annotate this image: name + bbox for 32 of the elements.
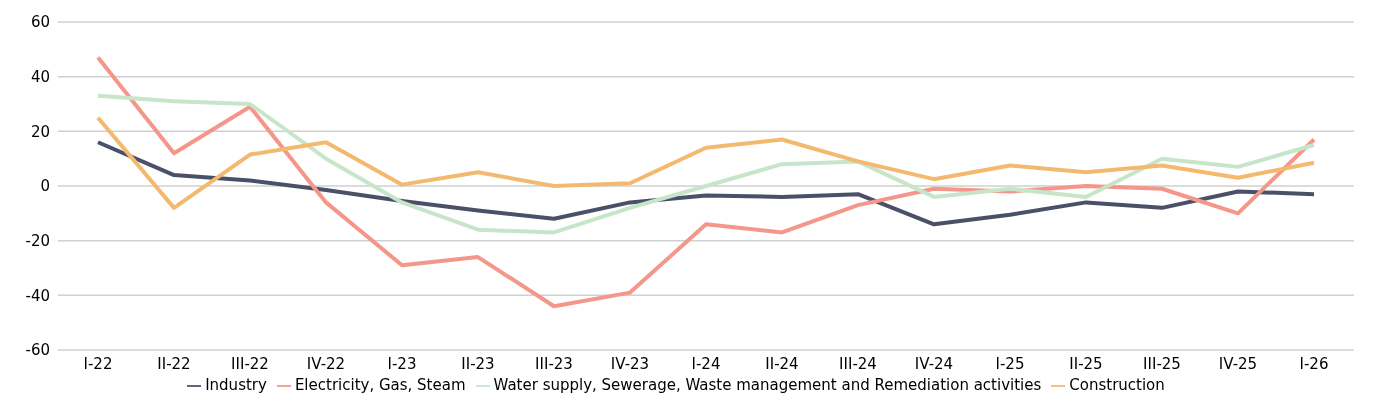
legend-label: Electricity, Gas, Steam bbox=[294, 376, 466, 394]
x-tick-label: III-23 bbox=[535, 354, 573, 373]
x-tick-label: IV-24 bbox=[914, 354, 954, 373]
x-tick-label: III-25 bbox=[1143, 354, 1181, 373]
y-tick-label: -60 bbox=[25, 341, 50, 360]
x-tick-label: I-24 bbox=[691, 354, 721, 373]
x-tick-label: IV-22 bbox=[306, 354, 346, 373]
x-tick-label: II-22 bbox=[157, 354, 191, 373]
legend-label: Water supply, Sewerage, Waste management and Remediation activities bbox=[493, 376, 1042, 394]
legend-label: Construction bbox=[1069, 376, 1165, 394]
line-series bbox=[96, 140, 1316, 227]
x-tick-label: II-24 bbox=[765, 354, 799, 373]
x-tick-label: I-25 bbox=[995, 354, 1025, 373]
x-tick-label: I-23 bbox=[387, 354, 417, 373]
y-tick-label: -40 bbox=[25, 286, 50, 305]
x-tick-label: I-26 bbox=[1299, 354, 1329, 373]
line-series bbox=[96, 93, 1316, 235]
x-tick-label: III-24 bbox=[839, 354, 877, 373]
x-tick-label: IV-23 bbox=[610, 354, 650, 373]
x-tick-label: II-25 bbox=[1069, 354, 1103, 373]
legend-label: Industry bbox=[205, 376, 267, 394]
x-tick-label: II-23 bbox=[461, 354, 495, 373]
y-tick-label: -20 bbox=[25, 231, 50, 250]
y-tick-label: 0 bbox=[40, 177, 50, 196]
x-tick-label: I-22 bbox=[83, 354, 113, 373]
x-tick-label: III-22 bbox=[231, 354, 269, 373]
y-tick-label: 60 bbox=[30, 13, 50, 32]
x-tick-label: IV-25 bbox=[1218, 354, 1258, 373]
line-series bbox=[96, 55, 1316, 309]
y-tick-label: 40 bbox=[30, 67, 50, 86]
line-series bbox=[96, 115, 1316, 210]
y-tick-label: 20 bbox=[30, 122, 50, 141]
